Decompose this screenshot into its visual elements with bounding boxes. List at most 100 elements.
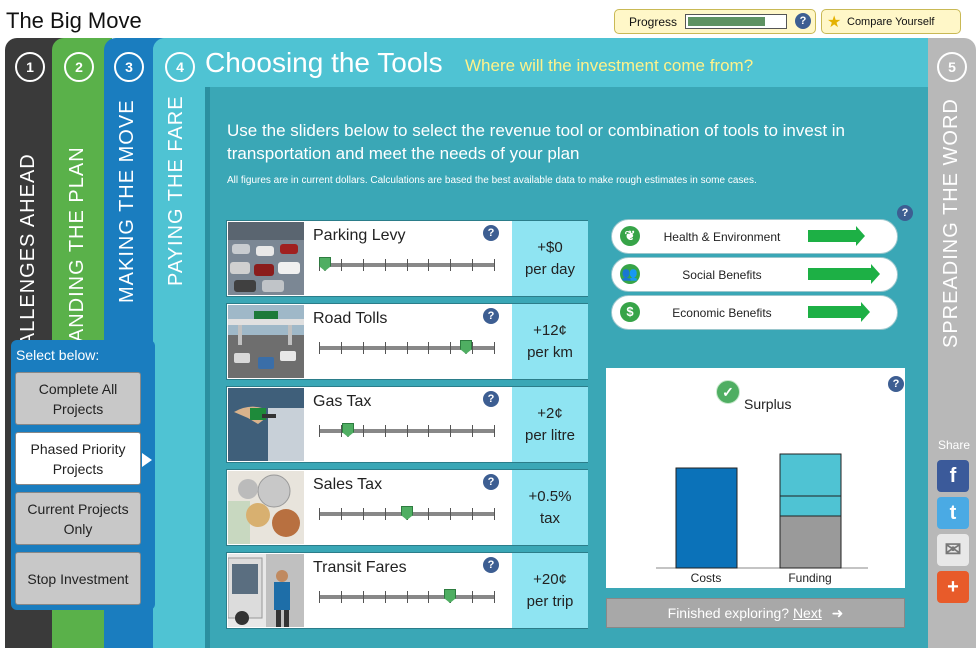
tab-number-2: 2 xyxy=(64,52,94,82)
tool-value-box: +12¢ per km xyxy=(512,304,588,379)
toll-highway-photo xyxy=(228,305,304,378)
slider-tick xyxy=(494,425,495,437)
benefit-label: Economic Benefits xyxy=(672,306,772,320)
slider-tick xyxy=(363,591,364,603)
slider-tick xyxy=(450,259,451,271)
option-stop-investment[interactable]: Stop Investment xyxy=(15,552,141,605)
tool-row-sales-tax: Sales Tax ? +0.5% tax xyxy=(226,469,588,546)
selected-pointer-icon xyxy=(142,453,152,467)
slider-tick xyxy=(407,425,408,437)
road-tolls-slider[interactable] xyxy=(319,340,495,354)
tab-paying-the-fare[interactable]: PAYING THE FARE xyxy=(153,38,213,648)
funding-bar-top xyxy=(779,453,842,497)
slider-tick xyxy=(407,259,408,271)
progress-indicator: Progress ? xyxy=(614,9,816,34)
slider-tick xyxy=(494,342,495,354)
tool-unit: per litre xyxy=(524,427,576,444)
slider-tick xyxy=(363,259,364,271)
arrow-right-icon: ➜ xyxy=(831,605,844,621)
gas-pump-photo xyxy=(228,388,304,461)
benefit-level-arrow xyxy=(808,302,870,322)
slider-tick xyxy=(428,259,429,271)
option-phased-priority-projects[interactable]: Phased Priority Projects xyxy=(15,432,141,485)
project-select-panel: Select below: Complete All Projects Phas… xyxy=(11,340,155,610)
tab-label-paying: PAYING THE FARE xyxy=(165,95,187,286)
check-icon: ✓ xyxy=(716,380,740,404)
people-icon: 👥 xyxy=(620,264,640,284)
tab-label-spreading: SPREADING THE WORD xyxy=(940,98,962,348)
slider-thumb[interactable] xyxy=(444,589,456,603)
benefit-label: Social Benefits xyxy=(682,268,762,282)
slider-thumb[interactable] xyxy=(319,257,331,271)
finished-exploring-bar: Finished exploring? Next ➜ xyxy=(606,598,905,628)
slider-tick xyxy=(472,591,473,603)
coins-money-photo xyxy=(228,471,304,544)
slider-thumb[interactable] xyxy=(342,423,354,437)
slider-tick xyxy=(428,342,429,354)
email-icon[interactable]: ✉ xyxy=(937,534,969,566)
star-icon: ★ xyxy=(827,14,842,31)
sales-tax-slider[interactable] xyxy=(319,506,495,520)
compare-yourself-button[interactable]: ★ Compare Yourself xyxy=(821,9,961,34)
slider-tick xyxy=(450,342,451,354)
slider-tick xyxy=(428,425,429,437)
tool-value: +$0 xyxy=(537,239,563,256)
google-plus-icon[interactable]: + xyxy=(937,571,969,603)
funding-bar-bottom xyxy=(779,515,842,569)
slider-thumb[interactable] xyxy=(401,506,413,520)
slider-tick xyxy=(363,425,364,437)
intro-text: Use the sliders below to select the reve… xyxy=(227,121,846,163)
tool-name: Road Tolls xyxy=(313,310,388,327)
benefit-level-arrow xyxy=(808,264,880,284)
tool-value: +0.5% xyxy=(528,488,572,505)
page-title: Choosing the Tools xyxy=(205,47,443,78)
page-subtitle: Where will the investment come from? xyxy=(465,56,754,75)
next-link[interactable]: Next xyxy=(792,605,822,621)
transit-fares-slider[interactable] xyxy=(319,589,495,603)
tab-label-making: MAKING THE MOVE xyxy=(116,99,138,303)
tool-help-icon[interactable]: ? xyxy=(483,308,499,324)
slider-tick xyxy=(472,508,473,520)
facebook-icon[interactable]: f xyxy=(937,460,969,492)
budget-chart: ✓ Surplus ? Costs Funding xyxy=(606,368,905,588)
tool-help-icon[interactable]: ? xyxy=(483,474,499,490)
chart-help-icon[interactable]: ? xyxy=(888,376,904,392)
gas-tax-slider[interactable] xyxy=(319,423,495,437)
transit-bus-photo xyxy=(228,554,304,627)
chart-status: Surplus xyxy=(744,396,792,412)
slider-tick xyxy=(407,342,408,354)
tool-name: Transit Fares xyxy=(313,559,407,576)
slider-tick xyxy=(341,591,342,603)
slider-thumb[interactable] xyxy=(460,340,472,354)
slider-tick xyxy=(363,342,364,354)
section-header: 4 Choosing the Tools Where will the inve… xyxy=(153,38,928,88)
benefit-label: Health & Environment xyxy=(663,230,781,244)
option-complete-all-projects[interactable]: Complete All Projects xyxy=(15,372,141,425)
tool-value-box: +$0 per day xyxy=(512,221,588,296)
tool-help-icon[interactable]: ? xyxy=(483,225,499,241)
tool-unit: per km xyxy=(527,344,573,361)
tab-number-1: 1 xyxy=(15,52,45,82)
slider-tick xyxy=(319,342,320,354)
tab-number-4: 4 xyxy=(165,52,195,82)
twitter-icon[interactable]: t xyxy=(937,497,969,529)
tool-unit: tax xyxy=(539,510,560,527)
tool-help-icon[interactable]: ? xyxy=(483,557,499,573)
tab-number-5: 5 xyxy=(937,52,967,82)
slider-tick xyxy=(363,508,364,520)
dollar-icon: $ xyxy=(620,302,640,322)
benefit-social: 👥 Social Benefits xyxy=(611,257,898,292)
tool-help-icon[interactable]: ? xyxy=(483,391,499,407)
slider-tick xyxy=(341,259,342,271)
parking-levy-slider[interactable] xyxy=(319,257,495,271)
benefits-help-icon[interactable]: ? xyxy=(897,205,913,221)
costs-bar xyxy=(675,467,738,569)
option-current-projects-only[interactable]: Current Projects Only xyxy=(15,492,141,545)
slider-tick xyxy=(341,508,342,520)
tab-number-3: 3 xyxy=(114,52,144,82)
progress-help-icon[interactable]: ? xyxy=(795,13,811,29)
slider-tick xyxy=(385,342,386,354)
funding-bar-middle xyxy=(779,495,842,517)
share-label: Share xyxy=(938,438,971,452)
slider-tick xyxy=(450,508,451,520)
